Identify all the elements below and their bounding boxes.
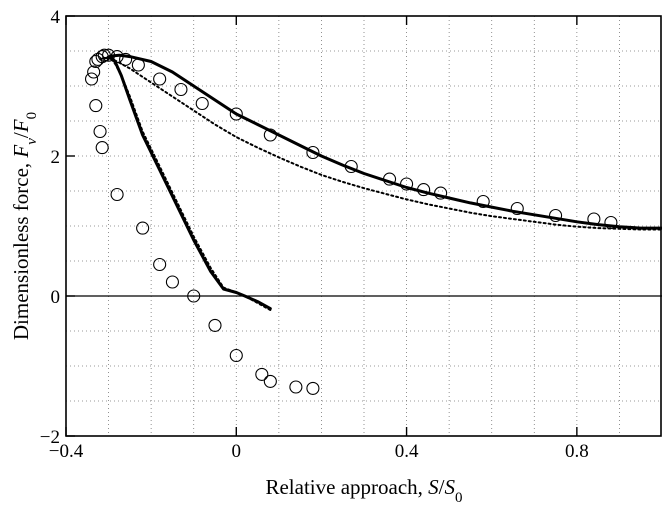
y-axis-label: Dimensionless force, Fv/F0 (9, 112, 40, 340)
data-point (549, 208, 563, 223)
plot-series (84, 48, 662, 395)
data-point (95, 141, 109, 155)
data-point (136, 221, 150, 235)
data-point (263, 374, 277, 388)
y-tick-label: −2 (40, 427, 60, 448)
data-point (306, 145, 320, 160)
x-tick-label: 0 (232, 441, 242, 462)
data-point (255, 367, 269, 381)
data-point (153, 257, 167, 272)
tick-labels: −0.4 0 0.4 0.8 −2 0 2 4 (40, 7, 589, 462)
x-tick-label: 0.8 (565, 441, 589, 462)
data-point (110, 187, 124, 202)
data-point (476, 194, 490, 209)
data-point (119, 52, 133, 66)
data-point (510, 201, 524, 216)
data-point (400, 177, 414, 191)
y-tick-label: 0 (51, 287, 61, 308)
data-points (84, 48, 618, 395)
data-point (604, 215, 618, 230)
data-point (587, 212, 601, 226)
solid-curve (107, 53, 662, 311)
plot-frame (65, 15, 662, 437)
data-point (102, 48, 116, 62)
axis-ticks (65, 15, 578, 437)
data-point (153, 72, 167, 86)
data-point (89, 99, 103, 113)
data-point (417, 183, 431, 197)
data-point (87, 65, 101, 79)
y-tick-label: 2 (51, 147, 61, 168)
data-point (382, 172, 397, 186)
data-point (306, 381, 320, 395)
x-tick-label: 0.4 (395, 441, 419, 462)
data-point (174, 82, 188, 97)
data-point (97, 48, 111, 62)
data-point (165, 275, 179, 289)
data-point (229, 107, 243, 121)
data-point (229, 348, 243, 363)
data-point (434, 186, 448, 200)
data-point (93, 124, 107, 139)
data-point (95, 50, 109, 64)
data-point (263, 128, 277, 142)
data-point (289, 380, 303, 394)
data-point (195, 96, 209, 111)
y-tick-label: 4 (51, 7, 61, 28)
x-tick-label: −0.4 (49, 441, 84, 462)
data-point (84, 72, 99, 86)
data-point (208, 318, 222, 332)
data-point (131, 58, 145, 72)
data-point (187, 289, 201, 303)
x-axis-label: Relative approach, S/S0 (265, 475, 462, 506)
dotted-curve (99, 55, 662, 311)
data-point (110, 50, 124, 64)
data-point (344, 159, 358, 174)
